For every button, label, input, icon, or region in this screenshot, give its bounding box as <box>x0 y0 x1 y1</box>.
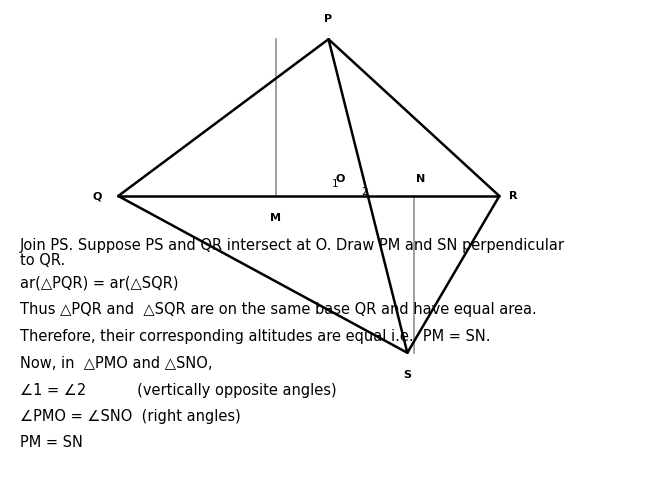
Text: ∠PMO = ∠SNO  (right angles): ∠PMO = ∠SNO (right angles) <box>20 409 240 424</box>
Text: P: P <box>325 15 332 24</box>
Text: 1: 1 <box>332 179 338 189</box>
Text: Thus △PQR and  △SQR are on the same base QR and have equal area.: Thus △PQR and △SQR are on the same base … <box>20 302 537 317</box>
Text: N: N <box>416 174 425 184</box>
Text: R: R <box>509 191 518 201</box>
Text: to QR.: to QR. <box>20 253 65 268</box>
Text: S: S <box>403 370 411 380</box>
Text: M: M <box>271 213 281 223</box>
Text: 2: 2 <box>361 187 368 197</box>
Text: Now, in  △PMO and △SNO,: Now, in △PMO and △SNO, <box>20 356 212 371</box>
Text: ar(△PQR) = ar(△SQR): ar(△PQR) = ar(△SQR) <box>20 276 178 291</box>
Text: ∠1 = ∠2           (vertically opposite angles): ∠1 = ∠2 (vertically opposite angles) <box>20 383 336 397</box>
Text: PM = SN: PM = SN <box>20 436 83 450</box>
Text: O: O <box>336 174 345 184</box>
Text: Join PS. Suppose PS and QR intersect at O. Draw PM and SN perpendicular: Join PS. Suppose PS and QR intersect at … <box>20 239 565 253</box>
Text: Q: Q <box>93 191 102 201</box>
Text: Therefore, their corresponding altitudes are equal i.e.  PM = SN.: Therefore, their corresponding altitudes… <box>20 329 490 343</box>
